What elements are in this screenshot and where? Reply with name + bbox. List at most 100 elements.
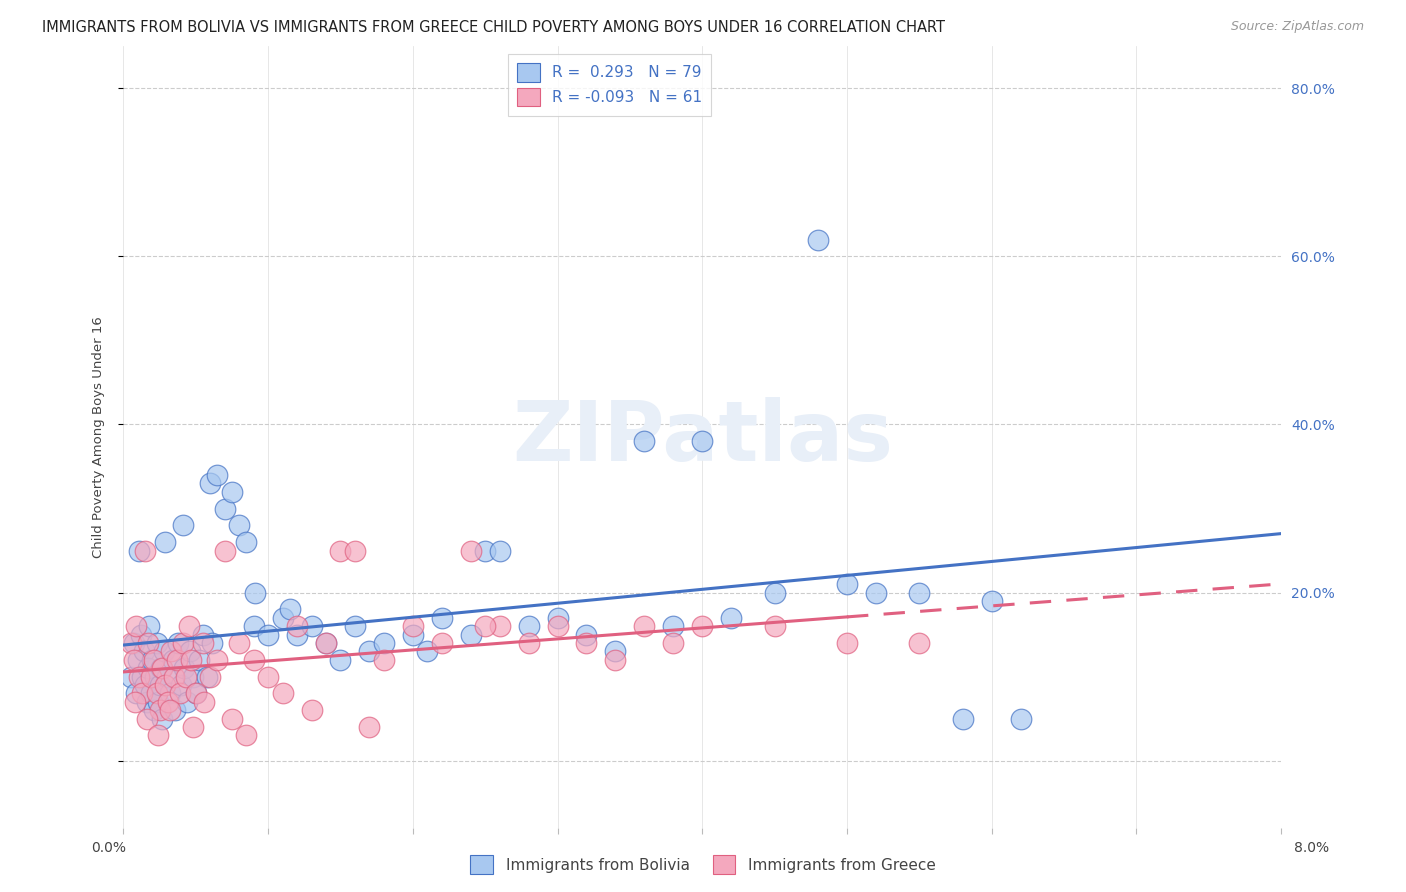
Point [174,670,197,684]
Point [271,611,294,625]
Point [122,653,145,667]
Point [136,636,159,650]
Point [145,686,167,700]
Point [124,695,146,709]
Point [301,619,323,633]
Point [136,661,159,675]
Point [187,653,209,667]
Point [200,476,222,491]
Point [184,686,207,700]
Point [155,678,177,692]
Point [169,686,191,700]
Point [159,686,181,700]
Point [127,653,149,667]
Legend: R =  0.293   N = 79, R = -0.093   N = 61: R = 0.293 N = 79, R = -0.093 N = 61 [508,54,711,116]
Point [135,712,157,726]
Point [343,619,366,633]
Point [908,585,931,599]
Point [952,712,974,726]
Point [128,543,150,558]
Point [141,653,163,667]
Point [152,712,174,726]
Point [150,661,173,675]
Point [835,577,858,591]
Point [517,636,540,650]
Point [662,636,685,650]
Point [460,627,482,641]
Point [155,535,177,549]
Point [135,695,157,709]
Point [180,653,202,667]
Point [128,670,150,684]
Point [807,233,830,247]
Point [908,636,931,650]
Point [125,619,148,633]
Point [184,686,207,700]
Point [131,686,153,700]
Point [257,670,280,684]
Point [278,602,301,616]
Point [139,686,162,700]
Point [633,434,655,449]
Point [142,703,165,717]
Point [148,703,170,717]
Point [156,670,179,684]
Legend: Immigrants from Bolivia, Immigrants from Greece: Immigrants from Bolivia, Immigrants from… [464,849,942,880]
Point [763,619,786,633]
Point [285,627,308,641]
Point [191,636,214,650]
Y-axis label: Child Poverty Among Boys Under 16: Child Poverty Among Boys Under 16 [93,316,105,558]
Point [172,636,194,650]
Point [153,644,176,658]
Point [243,585,266,599]
Point [605,653,627,667]
Point [329,653,352,667]
Point [575,627,598,641]
Point [129,627,152,641]
Point [125,686,148,700]
Point [214,543,236,558]
Point [134,543,156,558]
Point [200,670,222,684]
Point [145,636,167,650]
Point [575,636,598,650]
Point [172,518,194,533]
Point [763,585,786,599]
Point [134,678,156,692]
Point [201,636,224,650]
Point [191,627,214,641]
Point [547,611,569,625]
Point [315,636,337,650]
Point [176,695,198,709]
Point [138,619,160,633]
Point [221,712,243,726]
Point [143,670,166,684]
Point [170,678,193,692]
Point [152,661,174,675]
Point [181,670,204,684]
Point [242,653,264,667]
Point [173,661,195,675]
Point [177,619,200,633]
Point [605,644,627,658]
Point [474,543,496,558]
Point [228,518,250,533]
Point [157,695,180,709]
Point [228,636,250,650]
Point [207,653,229,667]
Point [165,703,187,717]
Point [146,729,169,743]
Point [343,543,366,558]
Point [329,543,352,558]
Point [195,670,218,684]
Point [488,543,510,558]
Point [235,729,257,743]
Point [488,619,510,633]
Point [835,636,858,650]
Point [359,644,381,658]
Point [235,535,257,549]
Point [662,619,685,633]
Point [633,619,655,633]
Point [163,670,186,684]
Point [142,653,165,667]
